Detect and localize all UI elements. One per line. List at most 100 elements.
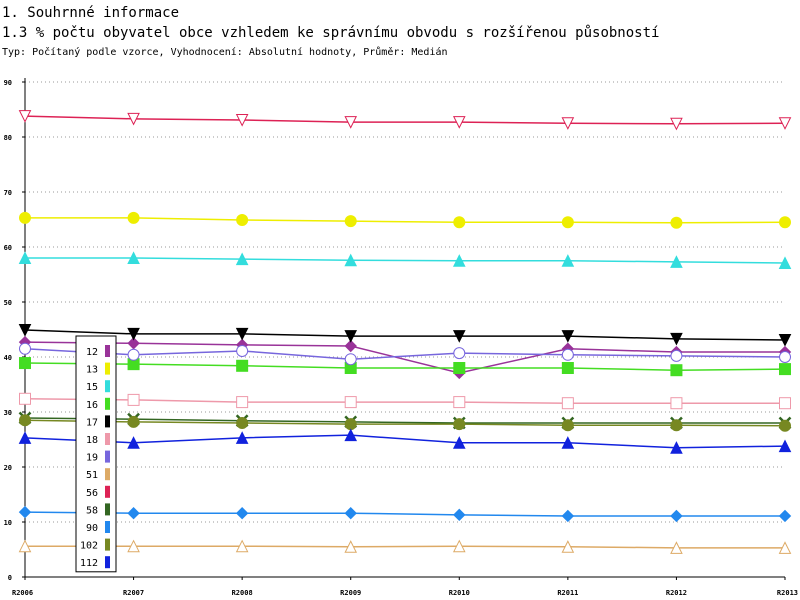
marker (236, 214, 249, 227)
x-tick-label: R2013 (777, 589, 798, 597)
marker (778, 439, 792, 453)
marker (19, 357, 31, 370)
legend-label: 51 (86, 470, 98, 481)
x-tick-label: R2006 (12, 589, 33, 597)
legend-label: 58 (86, 505, 98, 516)
legend-swatch (105, 468, 110, 481)
marker (778, 541, 792, 554)
legend-swatch (105, 380, 110, 393)
marker (127, 211, 140, 224)
marker (236, 417, 249, 429)
marker (452, 436, 466, 449)
legend-label: 12 (86, 347, 98, 358)
marker (127, 415, 140, 428)
legend-swatch (105, 556, 110, 569)
legend-label: 15 (86, 382, 98, 393)
marker (344, 396, 357, 409)
series-line (25, 217, 786, 224)
marker (344, 339, 357, 353)
y-tick-label: 20 (4, 464, 12, 472)
legend-label: 16 (86, 400, 98, 411)
legend-swatch (105, 433, 110, 445)
marker (452, 254, 466, 267)
y-tick-label: 30 (4, 409, 12, 417)
marker (670, 255, 683, 268)
series-line (24, 419, 786, 427)
marker (561, 216, 574, 229)
marker (561, 397, 574, 410)
marker (453, 362, 466, 374)
marker (453, 216, 466, 229)
legend-label: 112 (80, 558, 98, 569)
marker (670, 397, 683, 410)
marker (19, 211, 31, 224)
legend-swatch (105, 538, 110, 551)
marker (670, 364, 683, 377)
marker (561, 436, 575, 449)
legend-swatch (105, 345, 110, 357)
marker (561, 419, 574, 432)
chart-subtitle: Typ: Počítaný podle vzorce, Vyhodnocení:… (2, 46, 448, 58)
marker (561, 254, 575, 267)
marker (18, 431, 32, 444)
legend-swatch (105, 485, 110, 498)
marker (127, 251, 140, 264)
legend-label: 90 (86, 523, 98, 534)
marker (778, 117, 792, 130)
series-line (24, 115, 786, 125)
marker (452, 116, 466, 129)
marker (236, 396, 249, 409)
chart-title: 1.3 % počtu obyvatel obce vzhledem ke sp… (2, 25, 659, 41)
marker (344, 418, 357, 431)
x-tick-label: R2009 (340, 589, 361, 597)
marker (127, 348, 140, 361)
marker (561, 540, 575, 553)
marker (19, 342, 31, 355)
marker (453, 508, 466, 522)
marker (670, 349, 683, 362)
legend-label: 18 (86, 435, 98, 446)
marker (344, 353, 357, 366)
marker (779, 363, 791, 376)
marker (778, 509, 792, 523)
marker (452, 330, 466, 343)
marker (561, 509, 575, 523)
marker (18, 539, 32, 553)
marker (561, 330, 575, 343)
marker (779, 351, 791, 363)
legend-label: 102 (80, 541, 98, 552)
marker (779, 419, 791, 432)
marker (18, 505, 32, 519)
series-line (24, 398, 785, 404)
marker (236, 359, 249, 372)
series-line (24, 511, 785, 517)
section-title: 1. Souhrnné informace (2, 5, 179, 21)
y-tick-label: 70 (4, 189, 12, 197)
marker (670, 332, 683, 346)
series-line (24, 417, 785, 424)
marker (19, 392, 31, 405)
marker (344, 428, 358, 442)
series-line (24, 341, 785, 374)
marker (778, 333, 792, 347)
legend-swatch (105, 503, 110, 516)
x-tick-label: R2011 (557, 589, 578, 597)
y-tick-label: 90 (4, 79, 12, 87)
y-tick-label: 10 (4, 519, 12, 527)
marker (670, 117, 683, 131)
x-tick-label: R2012 (666, 589, 687, 597)
marker (670, 216, 683, 229)
legend-swatch (105, 362, 110, 375)
marker (127, 112, 140, 126)
series-line (25, 545, 785, 549)
legend-label: 17 (86, 417, 98, 428)
marker (127, 337, 140, 350)
series-line (25, 257, 786, 264)
legend-swatch (105, 397, 110, 410)
marker (344, 116, 358, 129)
marker (235, 431, 249, 444)
marker (453, 347, 466, 360)
marker (236, 344, 249, 357)
